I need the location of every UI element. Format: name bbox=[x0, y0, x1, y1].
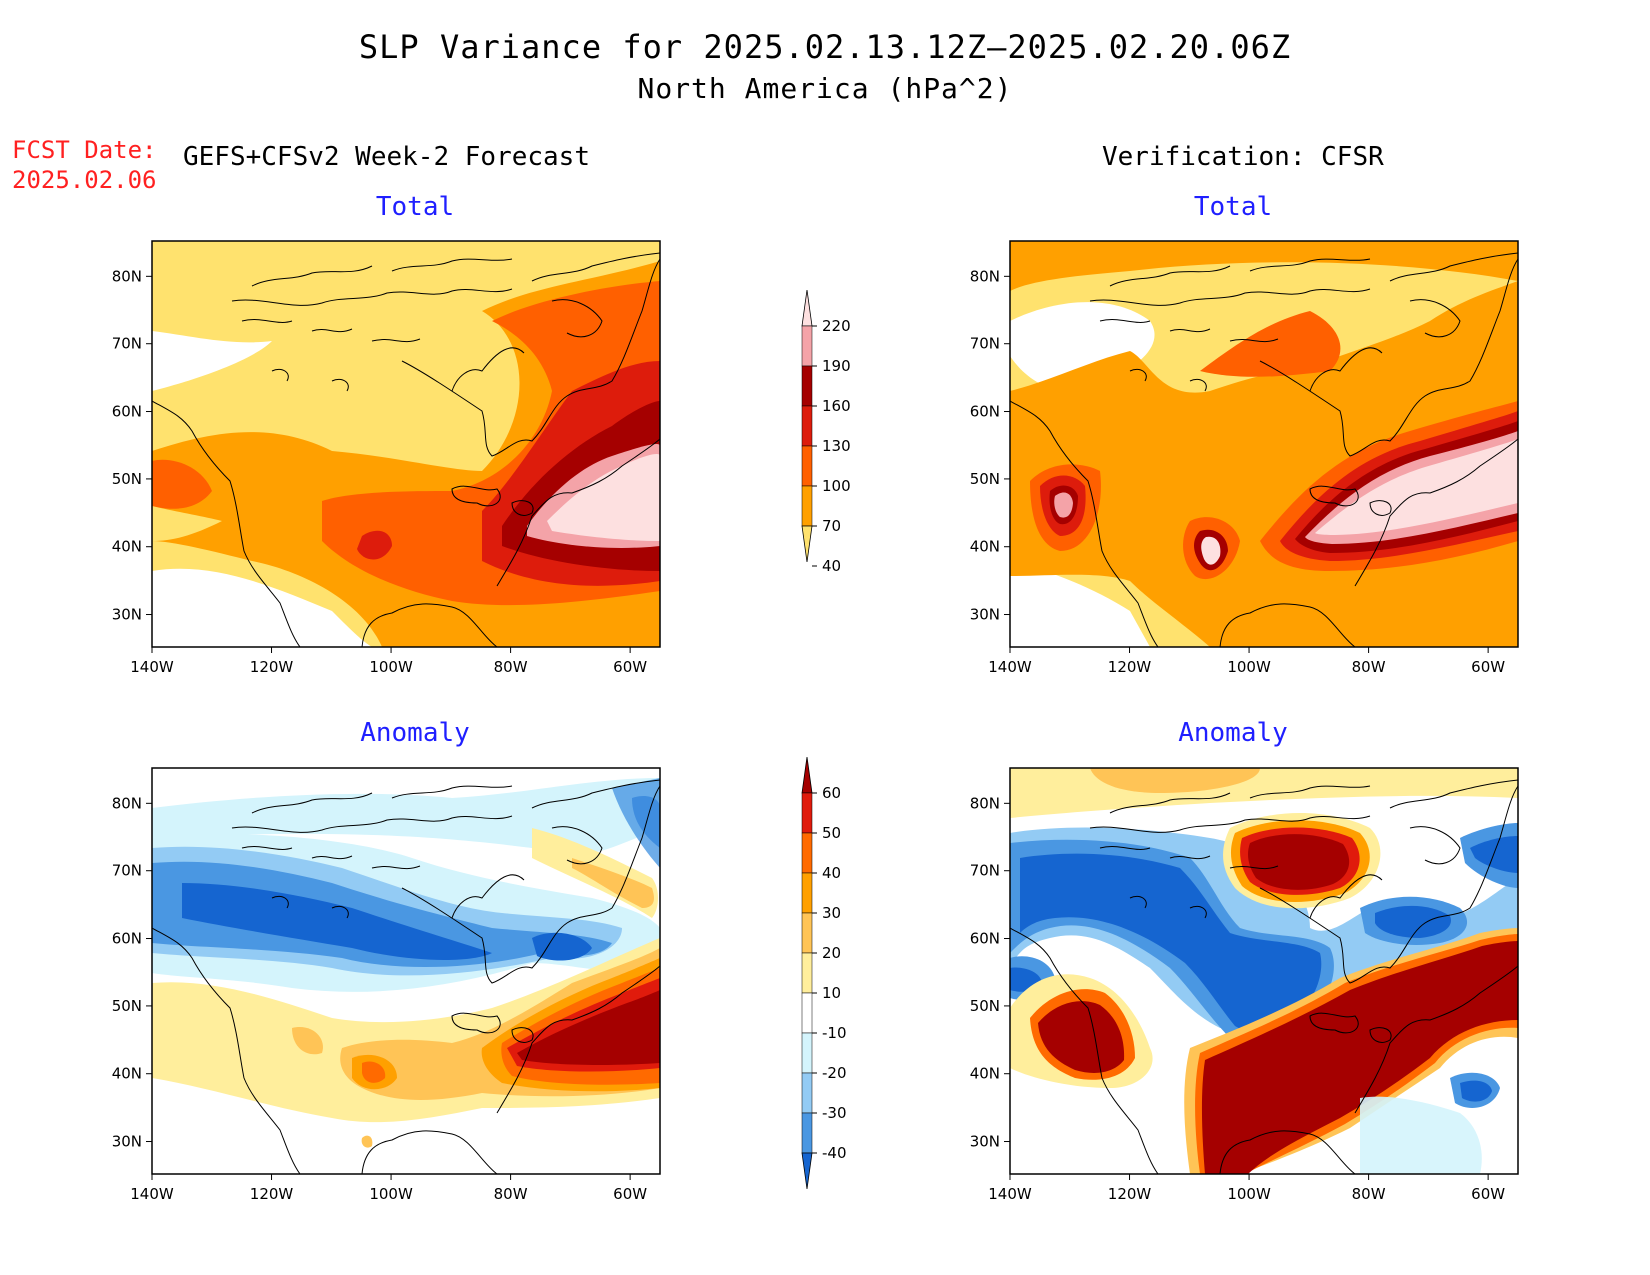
lon-tick-label: 140W bbox=[988, 658, 1032, 676]
forecast-column-title: GEFS+CFSv2 Week-2 Forecast bbox=[183, 142, 590, 172]
colorbar-label: 60 bbox=[822, 784, 841, 802]
colorbar-label: 30 bbox=[822, 904, 841, 922]
lat-tick-label: 30N bbox=[112, 606, 142, 624]
lat-tick-label: 30N bbox=[112, 1133, 142, 1151]
lat-tick-label: 80N bbox=[970, 267, 1000, 285]
lon-tick-label: 60W bbox=[613, 658, 647, 676]
colorbar-segment bbox=[801, 485, 813, 527]
lon-tick-label: 120W bbox=[250, 1185, 294, 1203]
lon-tick-label: 60W bbox=[1471, 658, 1505, 676]
panel-title-verification-anomaly: Anomaly bbox=[1178, 718, 1288, 748]
colorbar-label: 50 bbox=[822, 824, 841, 842]
lat-tick-label: 50N bbox=[112, 997, 142, 1015]
lat-tick-label: 60N bbox=[970, 403, 1000, 421]
lon-tick-label: 100W bbox=[1227, 658, 1271, 676]
axes-layer: 140W 120W 100W 80W 60W 80N 70N 60N 50N 40N 30N 140W… bbox=[112, 267, 1506, 1203]
colorbar-segment bbox=[801, 992, 813, 1034]
lat-tick-label: 50N bbox=[970, 470, 1000, 488]
lon-tick-label: 60W bbox=[613, 1185, 647, 1203]
lat-tick-label: 70N bbox=[112, 862, 142, 880]
lat-tick-label: 80N bbox=[112, 794, 142, 812]
colorbar-segment bbox=[801, 832, 813, 874]
lat-tick-label: 60N bbox=[970, 930, 1000, 948]
lon-tick-label: 120W bbox=[250, 658, 294, 676]
colorbar-label: 100 bbox=[822, 477, 851, 495]
lon-tick-label: 80W bbox=[494, 658, 528, 676]
lon-tick-label: 100W bbox=[369, 1185, 413, 1203]
lon-tick-label: 140W bbox=[988, 1185, 1032, 1203]
colorbar-label: 40 bbox=[822, 864, 841, 882]
forecast-date: 2025.02.06 bbox=[12, 166, 157, 194]
colorbar-bottom-arrow bbox=[801, 525, 813, 563]
lat-tick-label: 80N bbox=[970, 794, 1000, 812]
colorbar-segment bbox=[801, 912, 813, 954]
colorbar-segment bbox=[801, 405, 813, 447]
colorbar-bottom-arrow bbox=[801, 1152, 813, 1190]
forecast-total-panel bbox=[151, 240, 661, 648]
colorbar-segment bbox=[801, 445, 813, 487]
lon-tick-label: 80W bbox=[1352, 1185, 1386, 1203]
verification-anomaly-panel bbox=[1009, 767, 1519, 1175]
lat-tick-label: 40N bbox=[970, 1065, 1000, 1083]
lon-tick-label: 60W bbox=[1471, 1185, 1505, 1203]
colorbar-segment bbox=[801, 365, 813, 407]
colorbar-label: -10 bbox=[822, 1024, 847, 1042]
colorbar-label: 220 bbox=[822, 317, 851, 335]
colorbar-segment bbox=[801, 1072, 813, 1114]
colorbar-segment bbox=[801, 952, 813, 994]
lat-tick-label: 40N bbox=[112, 538, 142, 556]
lat-tick-label: 70N bbox=[970, 335, 1000, 353]
verification-column-title: Verification: CFSR bbox=[1102, 142, 1384, 172]
colorbar-label: 160 bbox=[822, 397, 851, 415]
lon-tick-label: 100W bbox=[369, 658, 413, 676]
lat-tick-label: 50N bbox=[970, 997, 1000, 1015]
lat-tick-label: 60N bbox=[112, 403, 142, 421]
colorbar-top-arrow bbox=[801, 289, 813, 327]
lon-tick-label: 80W bbox=[1352, 658, 1386, 676]
lon-tick-label: 140W bbox=[130, 1185, 174, 1203]
colorbar-label: -40 bbox=[822, 1144, 847, 1162]
colorbar-label: 40 bbox=[822, 557, 841, 575]
lat-tick-label: 70N bbox=[970, 862, 1000, 880]
sub-title: North America (hPa^2) bbox=[637, 72, 1013, 105]
colorbar-segment bbox=[801, 1032, 813, 1074]
lat-tick-label: 80N bbox=[112, 267, 142, 285]
lat-tick-label: 40N bbox=[112, 1065, 142, 1083]
lat-tick-label: 60N bbox=[112, 930, 142, 948]
lon-tick-label: 120W bbox=[1108, 1185, 1152, 1203]
colorbar-label: 70 bbox=[822, 517, 841, 535]
forecast-date-label: FCST Date: bbox=[12, 136, 157, 164]
lon-tick-label: 100W bbox=[1227, 1185, 1271, 1203]
lon-tick-label: 80W bbox=[494, 1185, 528, 1203]
lon-tick-label: 140W bbox=[130, 658, 174, 676]
lat-tick-label: 40N bbox=[970, 538, 1000, 556]
colorbar-top-arrow bbox=[801, 756, 813, 794]
lat-tick-label: 50N bbox=[112, 470, 142, 488]
lat-tick-label: 30N bbox=[970, 606, 1000, 624]
forecast-anomaly-panel bbox=[151, 767, 661, 1175]
lon-tick-label: 120W bbox=[1108, 658, 1152, 676]
colorbar-segment bbox=[801, 872, 813, 914]
total-colorbar: 220 190 160 130 100 70 40 bbox=[801, 289, 851, 575]
colorbar-label: 130 bbox=[822, 437, 851, 455]
colorbar-segment bbox=[801, 792, 813, 834]
colorbar-label: -20 bbox=[822, 1064, 847, 1082]
colorbar-segment bbox=[801, 1112, 813, 1154]
colorbar-segment bbox=[801, 325, 813, 367]
panel-title-forecast-anomaly: Anomaly bbox=[360, 718, 470, 748]
panel-title-verification-total: Total bbox=[1193, 192, 1273, 222]
panel-title-forecast-total: Total bbox=[375, 192, 455, 222]
main-title: SLP Variance for 2025.02.13.12Z—2025.02.… bbox=[358, 28, 1292, 66]
lat-tick-label: 70N bbox=[112, 335, 142, 353]
colorbar-label: 10 bbox=[822, 984, 841, 1002]
colorbar-label: 20 bbox=[822, 944, 841, 962]
colorbar-label: 190 bbox=[822, 357, 851, 375]
verification-total-panel bbox=[1009, 240, 1519, 648]
lat-tick-label: 30N bbox=[970, 1133, 1000, 1151]
colorbar-label: -30 bbox=[822, 1104, 847, 1122]
anomaly-colorbar: 60 50 40 30 20 10 -10 -20 -30 -40 bbox=[801, 756, 847, 1190]
